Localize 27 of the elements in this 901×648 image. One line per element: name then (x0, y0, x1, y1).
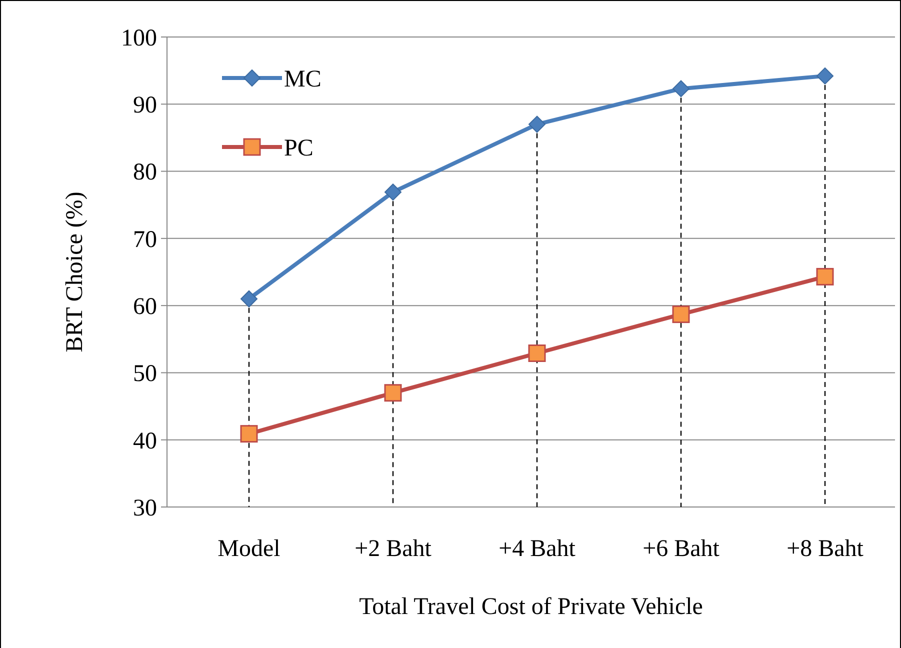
y-axis-title: BRT Choice (%) (62, 192, 88, 352)
point (816, 67, 834, 84)
legend-label: MC (284, 66, 322, 92)
y-tick-label: 90 (133, 92, 157, 119)
y-tick-label: 80 (133, 160, 157, 186)
y-tick-label: 40 (133, 428, 157, 454)
y-tick-label: 60 (133, 294, 157, 320)
y-tick-label: 70 (133, 226, 157, 253)
point (240, 425, 258, 443)
y-tick-label: 30 (133, 495, 157, 522)
point (384, 384, 402, 402)
x-tick-label: Model (218, 536, 281, 562)
x-tick-label: +4 Baht (498, 536, 576, 562)
point (528, 116, 546, 133)
x-tick-label: +8 Baht (786, 536, 864, 562)
y-tick-label: 50 (133, 361, 157, 388)
point (672, 306, 690, 324)
y-tick-label: 100 (121, 25, 157, 52)
point (672, 80, 690, 98)
x-axis-title: Total Travel Cost of Private Vehicle (359, 594, 703, 620)
point (384, 184, 402, 201)
point (816, 268, 834, 286)
point (240, 290, 258, 308)
legend-label: PC (284, 135, 314, 162)
x-tick-label: +6 Baht (642, 536, 720, 562)
x-tick-label: +2 Baht (354, 536, 432, 562)
point (528, 344, 546, 362)
